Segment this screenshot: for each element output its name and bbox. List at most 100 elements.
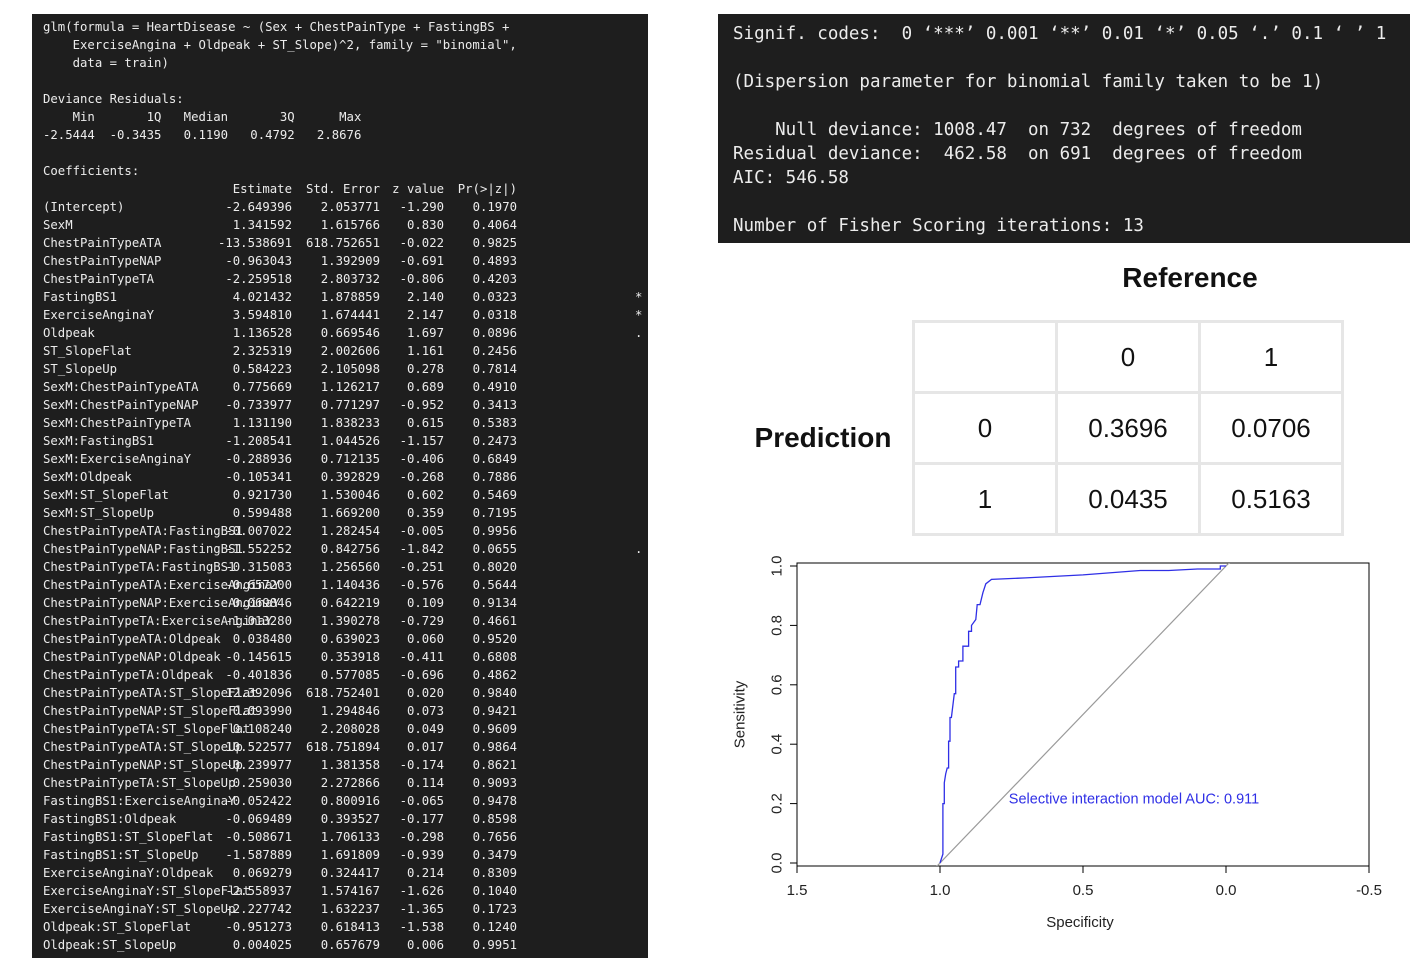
cm-row-header: 0 bbox=[912, 391, 1058, 465]
coefficient-row: ChestPainTypeATA:FastingBS1 -0.007022 1.28… bbox=[43, 522, 648, 540]
coefficient-row: FastingBS1 4.021432 1.878859 2.140 0.0323 * bbox=[43, 288, 648, 306]
coef-estimate: -1.552252 bbox=[225, 542, 292, 556]
coef-estimate: 0.259030 bbox=[232, 776, 292, 790]
coef-z-value: 2.140 bbox=[406, 290, 444, 304]
y-tick-label: 0.4 bbox=[769, 734, 786, 755]
coefficient-row: ChestPainTypeNAP:ST_SlopeUp -0.239977 1.38… bbox=[43, 756, 648, 774]
coef-std-error: 1.530046 bbox=[320, 488, 380, 502]
coef-z-value: -0.298 bbox=[399, 830, 444, 844]
terminal-line: Residual deviance: 462.58 on 691 degrees… bbox=[733, 144, 1302, 164]
coef-std-error: 0.393527 bbox=[320, 812, 380, 826]
terminal-line: Null deviance: 1008.47 on 732 degrees of… bbox=[733, 120, 1302, 140]
coef-estimate: -0.069489 bbox=[225, 812, 292, 826]
coef-p-value: 0.0323 bbox=[472, 290, 517, 304]
coef-std-error: 1.392909 bbox=[320, 254, 380, 268]
coef-std-error: 1.878859 bbox=[320, 290, 380, 304]
coef-name: SexM:ST_SlopeFlat bbox=[43, 488, 169, 502]
coef-estimate: -0.951273 bbox=[225, 920, 292, 934]
coef-name: ChestPainTypeATA:FastingBS1 bbox=[43, 524, 243, 538]
coef-p-value: 0.7656 bbox=[472, 830, 517, 844]
coef-z-value: -1.842 bbox=[399, 542, 444, 556]
coefficient-row: SexM:ExerciseAnginaY -0.288936 0.712135 -0.… bbox=[43, 450, 648, 468]
confusion-matrix-row: 1 0.0435 0.5163 bbox=[912, 462, 1344, 536]
coef-z-value: -0.406 bbox=[399, 452, 444, 466]
coef-name: ExerciseAnginaY:ST_SlopeUp bbox=[43, 902, 236, 916]
coef-p-value: 0.9093 bbox=[472, 776, 517, 790]
coef-signif: * bbox=[635, 308, 643, 322]
coef-p-value: 0.2473 bbox=[472, 434, 517, 448]
terminal-line: Min 1Q Median 3Q Max bbox=[43, 110, 362, 124]
coef-std-error: 2.053771 bbox=[320, 200, 380, 214]
coef-name: FastingBS1:ST_SlopeUp bbox=[43, 848, 199, 862]
coef-p-value: 0.1040 bbox=[472, 884, 517, 898]
coef-std-error: 0.657679 bbox=[320, 938, 380, 952]
coefficient-row: FastingBS1:ST_SlopeUp -1.587889 1.691809 -0… bbox=[43, 846, 648, 864]
coefficient-row: ExerciseAnginaY:Oldpeak 0.069279 0.324417 0… bbox=[43, 864, 648, 882]
coefficient-row: ChestPainTypeTA -2.259518 2.803732 -0.806 0.… bbox=[43, 270, 648, 288]
coef-p-value: 0.4893 bbox=[472, 254, 517, 268]
terminal-line: AIC: 546.58 bbox=[733, 168, 849, 188]
coef-p-value: 0.0318 bbox=[472, 308, 517, 322]
coefficient-row: FastingBS1:ST_SlopeFlat -0.508671 1.706133… bbox=[43, 828, 648, 846]
coef-std-error: 618.752401 bbox=[305, 686, 380, 700]
coef-name: FastingBS1:Oldpeak bbox=[43, 812, 177, 826]
coef-p-value: 0.3479 bbox=[472, 848, 517, 862]
coef-name: SexM bbox=[43, 218, 73, 232]
coef-signif: . bbox=[635, 542, 643, 556]
coef-std-error: 2.002606 bbox=[320, 344, 380, 358]
coef-z-value: 0.109 bbox=[406, 596, 444, 610]
coef-signif: . bbox=[635, 326, 643, 340]
coef-p-value: 0.9951 bbox=[472, 938, 517, 952]
coef-z-value: -0.022 bbox=[399, 236, 444, 250]
coef-name: SexM:ChestPainTypeATA bbox=[43, 380, 199, 394]
coef-name: ChestPainTypeNAP bbox=[43, 254, 162, 268]
coef-estimate: -0.145615 bbox=[225, 650, 292, 664]
cm-cell: 0.3696 bbox=[1055, 391, 1201, 465]
coef-p-value: 0.7886 bbox=[472, 470, 517, 484]
coef-z-value: -1.365 bbox=[399, 902, 444, 916]
y-tick-label: 1.0 bbox=[769, 556, 786, 577]
coef-name: FastingBS1:ExerciseAnginaY bbox=[43, 794, 236, 808]
coef-std-error: 0.618413 bbox=[320, 920, 380, 934]
coef-estimate: -0.105341 bbox=[225, 470, 292, 484]
coef-name: ChestPainTypeATA:ExerciseAnginaY bbox=[43, 578, 280, 592]
coef-z-value: -1.290 bbox=[399, 200, 444, 214]
coef-p-value: 0.7195 bbox=[472, 506, 517, 520]
coef-name: ChestPainTypeTA:FastingBS1 bbox=[43, 560, 236, 574]
coef-p-value: 0.1240 bbox=[472, 920, 517, 934]
coef-estimate: -1.013280 bbox=[225, 614, 292, 628]
coef-name: ChestPainTypeTA:Oldpeak bbox=[43, 668, 214, 682]
coef-estimate: -0.963043 bbox=[225, 254, 292, 268]
y-tick-label: 0.2 bbox=[769, 793, 786, 814]
confusion-matrix: 0 1 0 0.3696 0.0706 1 0.0435 0.5163 bbox=[912, 320, 1344, 536]
coef-std-error: 0.324417 bbox=[320, 866, 380, 880]
coef-estimate: -0.401836 bbox=[225, 668, 292, 682]
coef-name: SexM:Oldpeak bbox=[43, 470, 132, 484]
coef-std-error: 2.803732 bbox=[320, 272, 380, 286]
coef-z-value: -1.157 bbox=[399, 434, 444, 448]
coef-name: ST_SlopeFlat bbox=[43, 344, 132, 358]
coefficient-row: ChestPainTypeNAP:ST_SlopeFlat 0.093990 1.2… bbox=[43, 702, 648, 720]
cm-corner-cell bbox=[912, 320, 1058, 394]
x-tick-label: -0.5 bbox=[1356, 882, 1382, 899]
coef-estimate: -1.208541 bbox=[225, 434, 292, 448]
terminal-line bbox=[733, 46, 1410, 70]
coef-z-value: -0.806 bbox=[399, 272, 444, 286]
coef-z-value: -0.177 bbox=[399, 812, 444, 826]
coef-name: ChestPainTypeNAP:ST_SlopeFlat bbox=[43, 704, 258, 718]
coef-estimate: -2.227742 bbox=[225, 902, 292, 916]
coef-std-error: 2.272866 bbox=[320, 776, 380, 790]
auc-annotation: Selective interaction model AUC: 0.911 bbox=[1009, 792, 1259, 808]
coefficient-row: FastingBS1:Oldpeak -0.069489 0.393527 -0.17… bbox=[43, 810, 648, 828]
coef-name: SexM:ST_SlopeUp bbox=[43, 506, 155, 520]
coef-name: (Intercept) bbox=[43, 200, 125, 214]
coef-estimate: -2.649396 bbox=[225, 200, 292, 214]
coef-estimate: 0.004025 bbox=[232, 938, 292, 952]
coef-name: ChestPainTypeNAP:Oldpeak bbox=[43, 650, 221, 664]
terminal-line bbox=[733, 94, 1410, 118]
coef-name: Oldpeak:ST_SlopeUp bbox=[43, 938, 177, 952]
coefficient-row: ChestPainTypeTA:Oldpeak -0.401836 0.577085… bbox=[43, 666, 648, 684]
coefficient-row: SexM:ChestPainTypeTA 1.131190 1.838233 0.61… bbox=[43, 414, 648, 432]
coef-name: SexM:ExerciseAnginaY bbox=[43, 452, 192, 466]
coef-name: ExerciseAnginaY:ST_SlopeFlat bbox=[43, 884, 251, 898]
